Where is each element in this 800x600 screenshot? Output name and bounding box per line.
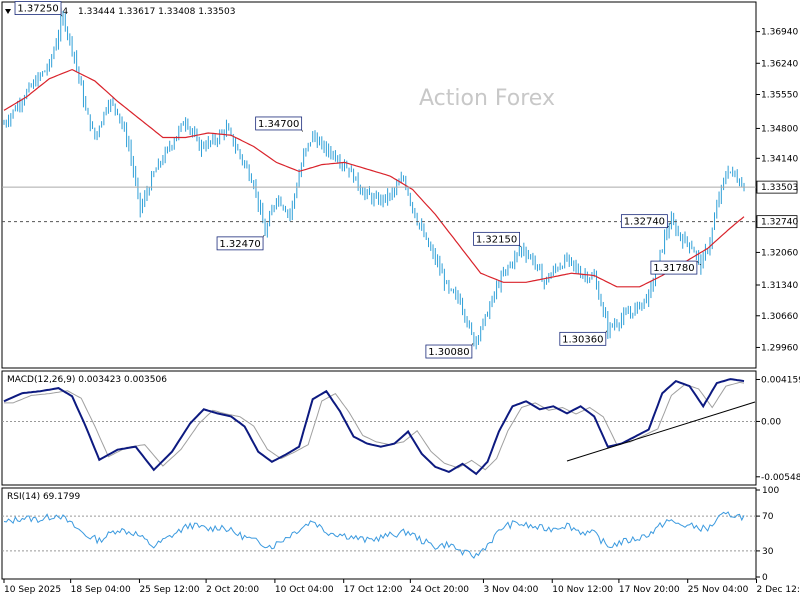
rsi-axis: 100 70 30 0 (756, 486, 779, 583)
macd-panel-frame (1, 370, 757, 486)
macd-tick-label: 0.00 (761, 417, 781, 427)
price-tick-label: 1.34800 (761, 124, 798, 134)
rsi-header: RSI(14) 69.1799 (7, 492, 80, 502)
macd-tick-label: -0.005485 (761, 473, 800, 483)
time-tick-label: 24 Oct 20:00 (410, 585, 469, 595)
time-tick-label: 25 Sep 12:00 (139, 585, 199, 595)
rsi-panel: RSI(14) 69.1799 100 70 30 0 (1, 486, 779, 583)
support-price-label: 1.32740 (761, 218, 798, 228)
price-annotations: 1.37250 1.32470 1.34700 1.30080 1.32150 1.303… (14, 1, 702, 359)
rsi-levels (2, 515, 756, 552)
price-panel: Action Forex GBPUSD,H4 1.33444 1.33617 1… (1, 1, 798, 369)
time-tick-label: 10 Nov 12:00 (552, 585, 613, 595)
watermark: Action Forex (419, 86, 555, 111)
price-tick-label: 1.35550 (761, 91, 798, 101)
time-tick-label: 10 Sep 2025 (4, 585, 61, 595)
macd-header: MACD(12,26,9) 0.003423 0.003506 (7, 375, 167, 385)
rsi-tick-label: 30 (762, 547, 774, 557)
price-annotation-label: 1.31780 (653, 263, 694, 274)
time-tick-label: 17 Nov 20:00 (619, 585, 680, 595)
price-panel-frame (1, 1, 757, 369)
time-tick-label: 17 Oct 12:00 (344, 585, 403, 595)
time-tick-label: 25 Nov 04:00 (688, 585, 749, 595)
price-tick-label: 1.36240 (761, 59, 798, 69)
price-annotation-label: 1.32470 (219, 239, 260, 250)
macd-panel: MACD(12,26,9) 0.003423 0.003506 0.004159… (1, 370, 800, 486)
time-tick-label: 2 Dec 12:00 (757, 585, 800, 595)
time-axis: 10 Sep 2025 18 Sep 04:00 25 Sep 12:00 2 Oct… (3, 579, 800, 595)
macd-trendline[interactable] (566, 401, 756, 462)
price-tick-label: 1.31340 (761, 281, 798, 291)
ohlc-values: 1.33444 1.33617 1.33408 1.33503 (78, 7, 235, 17)
price-tick-label: 1.29960 (761, 343, 798, 353)
current-price-tag: 1.33503 (756, 180, 798, 194)
price-tick-label: 1.36940 (761, 28, 798, 38)
time-tick-label: 3 Nov 04:00 (483, 585, 538, 595)
macd-tick-label: 0.004159 (761, 375, 800, 385)
support-price-tag: 1.32740 (756, 215, 798, 229)
price-annotation: 1.32470 (216, 233, 266, 251)
time-tick-label: 18 Sep 04:00 (71, 585, 131, 595)
current-price-label: 1.33503 (761, 183, 798, 193)
rsi-tick-label: 100 (762, 486, 779, 496)
rsi-tick-label: 70 (762, 512, 774, 522)
rsi-line (3, 511, 745, 559)
price-tick-label: 1.32060 (761, 248, 798, 258)
price-bars (3, 10, 745, 350)
macd-axis: 0.004159 0.00 -0.005485 (756, 375, 800, 483)
current-price-tag-box (756, 180, 798, 194)
time-tick-label: 10 Oct 04:00 (275, 585, 334, 595)
price-annotation-label: 1.30360 (562, 334, 603, 345)
price-annotation-label: 1.37250 (17, 4, 58, 15)
time-tick-label: 2 Oct 20:00 (206, 585, 259, 595)
rsi-tick-label: 0 (762, 573, 768, 583)
price-annotation-label: 1.30080 (428, 347, 469, 358)
price-annotation-label: 1.34700 (258, 119, 299, 130)
price-annotation: 1.31780 (650, 260, 702, 275)
price-annotation: 1.30360 (559, 329, 609, 346)
price-tick-label: 1.34140 (761, 154, 798, 164)
price-annotation: 1.34700 (255, 116, 304, 134)
price-tick-label: 1.30660 (761, 312, 798, 322)
price-annotation: 1.30080 (425, 341, 475, 359)
price-annotation-label: 1.32740 (624, 217, 665, 228)
support-price-tag-box (756, 215, 798, 229)
price-annotation: 1.32740 (620, 214, 672, 229)
price-annotation: 1.37250 (14, 1, 64, 18)
price-annotation-label: 1.32150 (476, 234, 517, 245)
price-annotation: 1.32150 (473, 231, 522, 249)
dropdown-triangle-icon[interactable] (5, 9, 11, 14)
moving-average-line (3, 68, 745, 288)
